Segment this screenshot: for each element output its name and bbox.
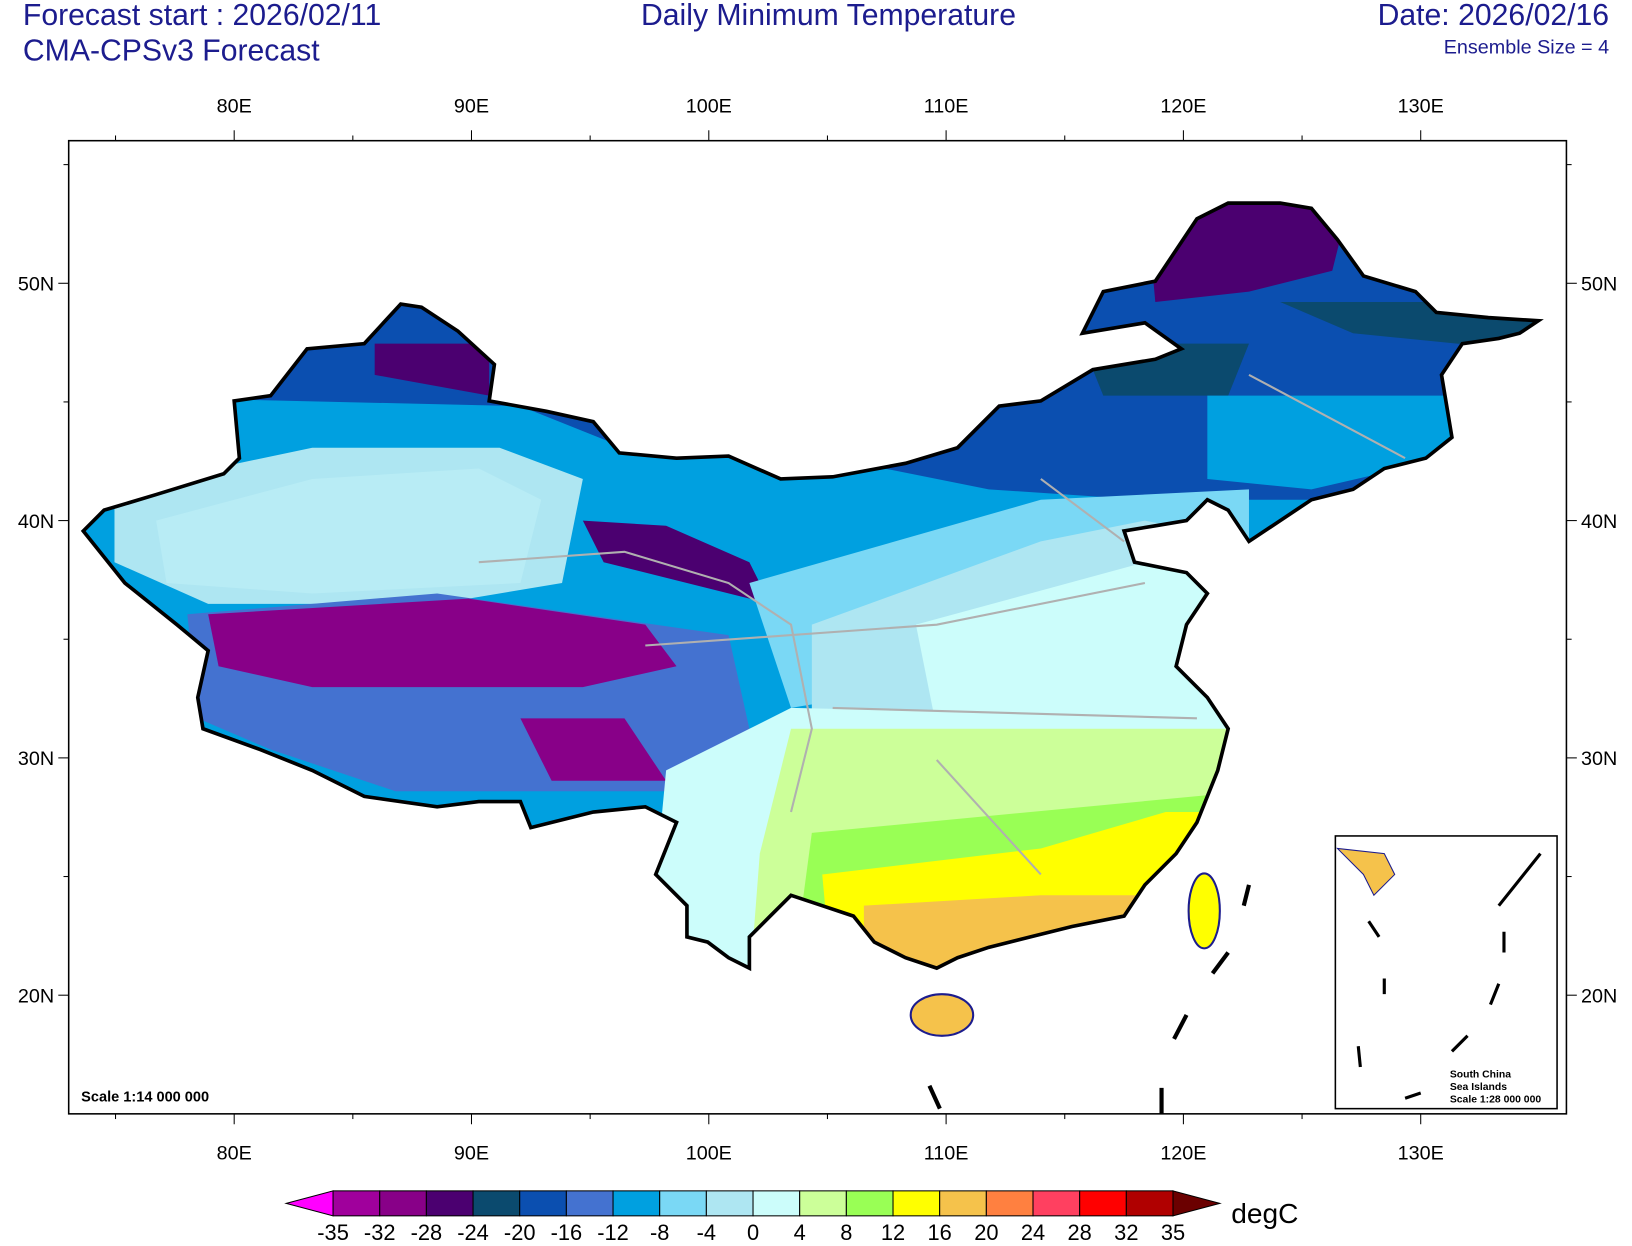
colorbar-label: 35 [1161,1220,1185,1241]
colorbar-label: -16 [551,1220,583,1241]
inset-label: South China [1450,1069,1511,1080]
colorbar-swatch [612,1190,661,1217]
colorbar-arrow [284,1190,334,1217]
right-title: Date: 2026/02/16 [1378,0,1610,32]
colorbar-swatch [705,1190,754,1217]
center-title: Daily Minimum Temperature [641,0,1016,32]
left-subtitle: CMA-CPSv3 Forecast [23,35,320,68]
colorbar-label: -12 [597,1220,629,1241]
lon-label: 110E [924,1143,969,1165]
inset-dashed-line [1356,852,1542,1100]
lat-label: 20N [1581,985,1617,1007]
lat-label: 30N [1581,748,1617,770]
colorbar-swatch [985,1190,1034,1217]
lon-label: 90E [454,96,489,118]
colorbar: -35 -32 -28 -24 -20 -16 -12 -8 -4 0 4 8 12 16 20 24 28 32… [284,1190,1298,1245]
colorbar-label: -24 [457,1220,489,1241]
lon-label: 130E [1398,96,1444,118]
lat-label: 40N [18,511,54,533]
left-title: Forecast start : 2026/02/11 [23,0,381,32]
colorbar-label: -4 [697,1220,716,1241]
colorbar-unit: degC [1231,1198,1298,1229]
colorbar-label: -20 [504,1220,536,1241]
lon-label: 100E [686,96,732,118]
map-frame [67,139,1568,1115]
lon-label: 120E [1160,1143,1206,1165]
colorbar-swatch [752,1190,801,1217]
colorbar-swatch [659,1190,707,1217]
colorbar-label: -32 [364,1220,396,1241]
colorbar-label: 8 [840,1220,852,1241]
colorbar-swatch [1079,1190,1127,1217]
colorbar-swatch [565,1190,614,1217]
lat-label: 30N [18,748,54,770]
colorbar-swatch [799,1190,847,1217]
colorbar-swatch [472,1190,521,1217]
lon-label: 110E [924,96,969,118]
lon-label: 130E [1398,1143,1444,1165]
inset-label: Scale 1:28 000 000 [1450,1094,1542,1105]
colorbar-label: 24 [1021,1220,1045,1241]
inset-coast [1336,847,1396,897]
dashed-line [927,884,1251,1114]
lon-label: 80E [217,96,252,118]
lon-label: 100E [686,1143,732,1165]
scale-label: Scale 1:14 000 000 [81,1089,209,1105]
colorbar-swatch [1125,1190,1174,1217]
inset-label: Sea Islands [1450,1082,1507,1093]
axes: 80E 80E 90E 90E 100E 100E 110E 110E 120E 120E 130E… [18,96,1617,1165]
colorbar-swatch [379,1190,427,1217]
lon-label: 90E [454,1143,489,1165]
colorbar-label: -35 [317,1220,349,1241]
colorbar-label: -28 [411,1220,443,1241]
colorbar-label: 20 [974,1220,998,1241]
colorbar-swatch [425,1190,474,1217]
colorbar-label: 0 [747,1220,759,1241]
right-subtitle: Ensemble Size = 4 [1444,36,1609,58]
colorbar-swatch [1032,1190,1081,1217]
lon-label: 120E [1160,96,1206,118]
colorbar-swatch [939,1190,987,1217]
colorbar-swatch [892,1190,941,1217]
lat-label: 40N [1581,511,1617,533]
lat-label: 50N [1581,274,1617,296]
province-borders [478,373,1406,876]
lat-label: 50N [18,274,54,296]
colorbar-label: -8 [650,1220,669,1241]
hainan [909,993,975,1037]
colorbar-label: 28 [1068,1220,1092,1241]
colorbar-label: 32 [1114,1220,1138,1241]
colorbar-label: 16 [928,1220,952,1241]
colorbar-swatch [332,1190,381,1217]
colorbar-arrow [1172,1190,1222,1217]
inset: South China Sea Islands Scale 1:28 000 0… [1334,835,1558,1110]
colorbar-label: 12 [881,1220,905,1241]
taiwan [1187,872,1221,950]
colorbar-label: 4 [794,1220,806,1241]
lat-label: 20N [18,985,54,1007]
colorbar-swatch [845,1190,894,1217]
colorbar-swatch [519,1190,567,1217]
lon-label: 80E [217,1143,252,1165]
